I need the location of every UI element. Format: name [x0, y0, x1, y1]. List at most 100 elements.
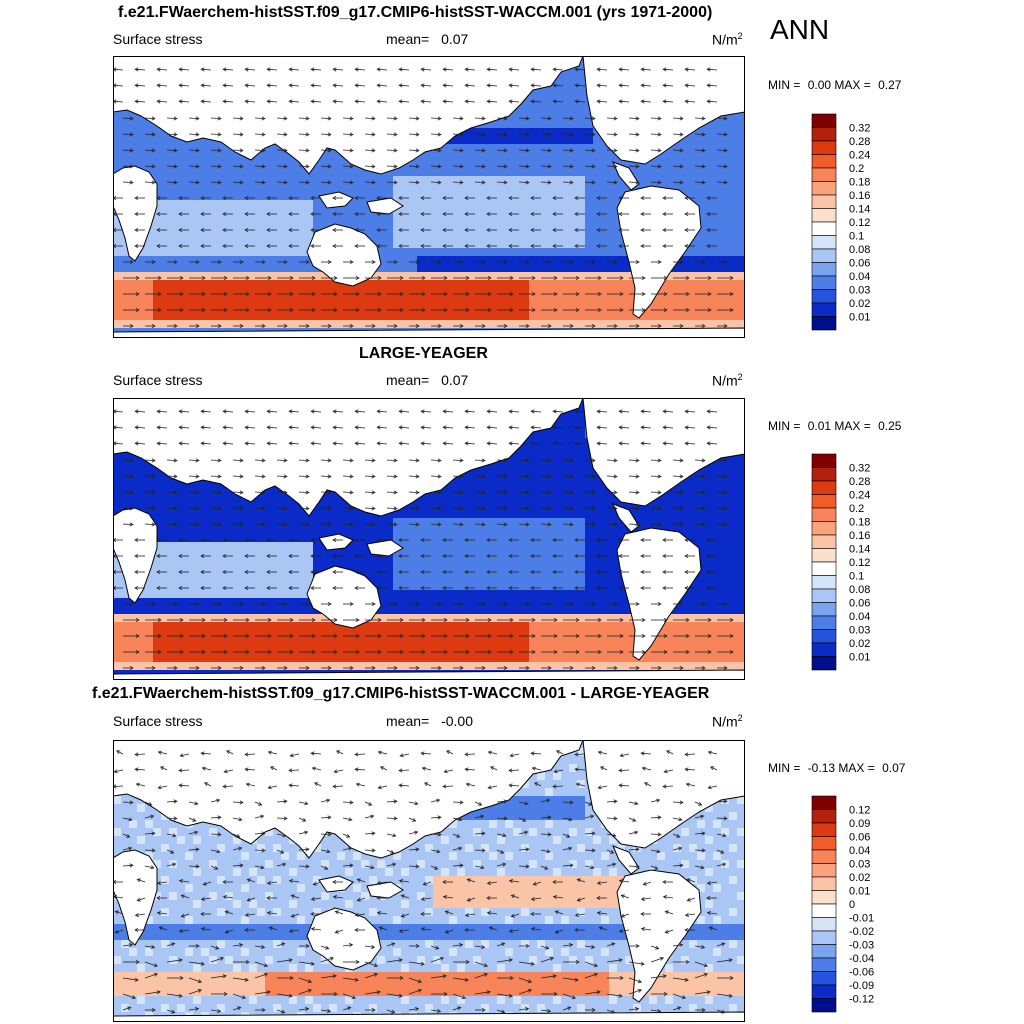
wind-arrow-head: [552, 99, 557, 104]
wind-arrow: [553, 100, 564, 103]
field-cell: [137, 272, 145, 280]
field-cell: [441, 320, 449, 328]
wind-arrow: [342, 133, 353, 135]
wind-arrow-head: [437, 259, 442, 265]
field-cell: [241, 200, 249, 208]
season-label: ANN: [770, 14, 830, 45]
field-cell: [593, 264, 601, 272]
field-cell: [441, 494, 449, 502]
field-cell: [433, 256, 441, 264]
wind-arrow: [672, 149, 683, 151]
field-cell: [129, 462, 137, 470]
field-cell: [177, 288, 185, 296]
field-cell: [625, 160, 633, 168]
wind-arrow-head: [223, 291, 228, 297]
field-cell: [689, 136, 697, 144]
field-cell: [665, 280, 673, 288]
field-cell: [289, 208, 297, 216]
field-cell: [569, 478, 577, 486]
wind-arrow: [386, 165, 397, 167]
field-cell: [497, 264, 505, 272]
wind-arrow: [650, 117, 661, 119]
field-cell: [129, 272, 137, 280]
field-cell: [169, 312, 177, 320]
field-cell: [409, 320, 417, 328]
field-cell: [217, 208, 225, 216]
field-cell: [225, 208, 233, 216]
field-cell: [281, 320, 289, 328]
field-cell: [529, 216, 537, 224]
field-cell: [513, 470, 521, 478]
field-cell: [537, 240, 545, 248]
field-cell: [569, 296, 577, 304]
field-cell: [217, 192, 225, 200]
wind-arrow-head: [618, 83, 623, 88]
wind-arrow: [672, 133, 683, 135]
field-cell: [465, 494, 473, 502]
panel-1-units-exp: 2: [737, 31, 743, 41]
wind-arrow-head: [267, 307, 272, 313]
field-cell: [569, 112, 577, 120]
field-cell: [457, 272, 465, 280]
wind-arrow-head: [349, 323, 354, 329]
field-cell: [113, 502, 121, 510]
wind-arrow-head: [503, 259, 508, 265]
field-cell: [449, 256, 457, 264]
field-cell: [545, 96, 553, 104]
field-cell: [433, 152, 441, 160]
wind-arrow: [584, 181, 595, 183]
field-cell: [569, 312, 577, 320]
field-cell: [681, 144, 689, 152]
field-cell: [689, 312, 697, 320]
field-cell: [617, 264, 625, 272]
wind-arrow-head: [354, 195, 359, 201]
field-cell: [129, 304, 137, 312]
wind-arrow-head: [178, 195, 183, 201]
field-cell: [257, 510, 265, 518]
field-cell: [505, 208, 513, 216]
field-cell: [513, 128, 521, 136]
field-cell: [545, 88, 553, 96]
field-cell: [409, 168, 417, 176]
wind-arrow: [641, 68, 652, 71]
field-cell: [409, 280, 417, 288]
wind-arrow-head: [613, 132, 618, 137]
field-cell: [249, 216, 257, 224]
field-cell: [305, 320, 313, 328]
wind-arrow-head: [508, 243, 513, 249]
field-cell: [145, 470, 153, 478]
field-cell: [201, 240, 209, 248]
wind-arrow-head: [261, 259, 266, 265]
field-cell: [585, 486, 593, 494]
field-cell: [553, 486, 561, 494]
wind-arrow-head: [684, 195, 689, 201]
wind-arrow-head: [156, 211, 161, 217]
field-cell: [329, 304, 337, 312]
field-cell: [529, 462, 537, 470]
field-cell: [553, 128, 561, 136]
field-cell: [649, 312, 657, 320]
field-cell: [377, 192, 385, 200]
wind-arrow-head: [200, 83, 205, 88]
wind-arrow-head: [217, 132, 222, 137]
field-cell: [265, 160, 273, 168]
field-cell: [209, 272, 217, 280]
wind-arrow: [540, 181, 551, 183]
wind-arrow-head: [619, 307, 624, 313]
field-cell: [737, 152, 745, 160]
wind-arrow-head: [723, 116, 728, 121]
field-cell: [233, 160, 241, 168]
field-cell: [233, 312, 241, 320]
field-cell: [585, 120, 593, 128]
wind-arrow-head: [442, 67, 447, 72]
field-cell: [665, 152, 673, 160]
field-cell: [505, 176, 513, 184]
wind-arrow-head: [376, 67, 381, 72]
wind-arrow-head: [113, 227, 117, 233]
field-cell: [513, 248, 521, 256]
field-cell: [545, 502, 553, 510]
wind-arrow-head: [530, 195, 535, 201]
field-cell: [569, 280, 577, 288]
field-cell: [721, 120, 729, 128]
field-cell: [633, 184, 641, 192]
